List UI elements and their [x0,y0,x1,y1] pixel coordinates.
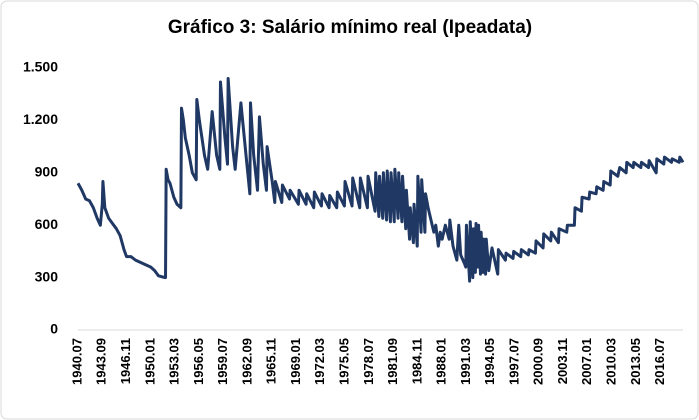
x-tick-label: 1953.03 [167,338,182,385]
x-tick-label: 1940.07 [69,338,84,385]
x-tick-label: 1943.09 [94,338,109,385]
x-tick-label: 2007.01 [579,338,594,385]
x-tick-label: 1997.07 [506,338,521,385]
x-tick-label: 1950.01 [142,338,157,385]
x-tick-label: 1959.07 [215,338,230,385]
x-tick-label: 1978.07 [361,338,376,385]
x-tick-label: 1994.05 [482,338,497,385]
x-tick-label: 1965.11 [264,338,279,384]
x-tick-label: 1972.03 [312,338,327,385]
chart-title: Gráfico 3: Salário mínimo real (Ipeadata… [168,17,532,38]
y-tick-label: 300 [35,268,59,284]
x-tick-label: 1969.01 [288,338,303,385]
x-tick-label: 2016.07 [652,338,667,385]
x-tick-label: 1962.09 [239,338,254,385]
data-line [76,76,685,283]
x-tick-label: 1991.03 [458,338,473,385]
x-tick-label: 1984.11 [409,338,424,384]
x-tick-label: 1975.05 [336,338,351,385]
x-tick-label: 1946.11 [118,338,133,384]
x-tick-label: 1956.05 [191,338,206,385]
y-tick-label: 900 [35,164,59,180]
y-tick-label: 600 [35,216,59,232]
y-tick-label: 0 [50,321,58,337]
x-tick-label: 2003.11 [555,338,570,384]
x-tick-label: 2010.03 [604,338,619,385]
x-tick-label: 2000.09 [531,338,546,385]
x-tick-label: 1988.01 [434,338,449,385]
y-tick-label: 1.500 [23,59,58,75]
x-tick-label: 1981.09 [385,338,400,385]
y-tick-label: 1.200 [23,111,58,127]
x-tick-label: 2013.05 [628,338,643,385]
